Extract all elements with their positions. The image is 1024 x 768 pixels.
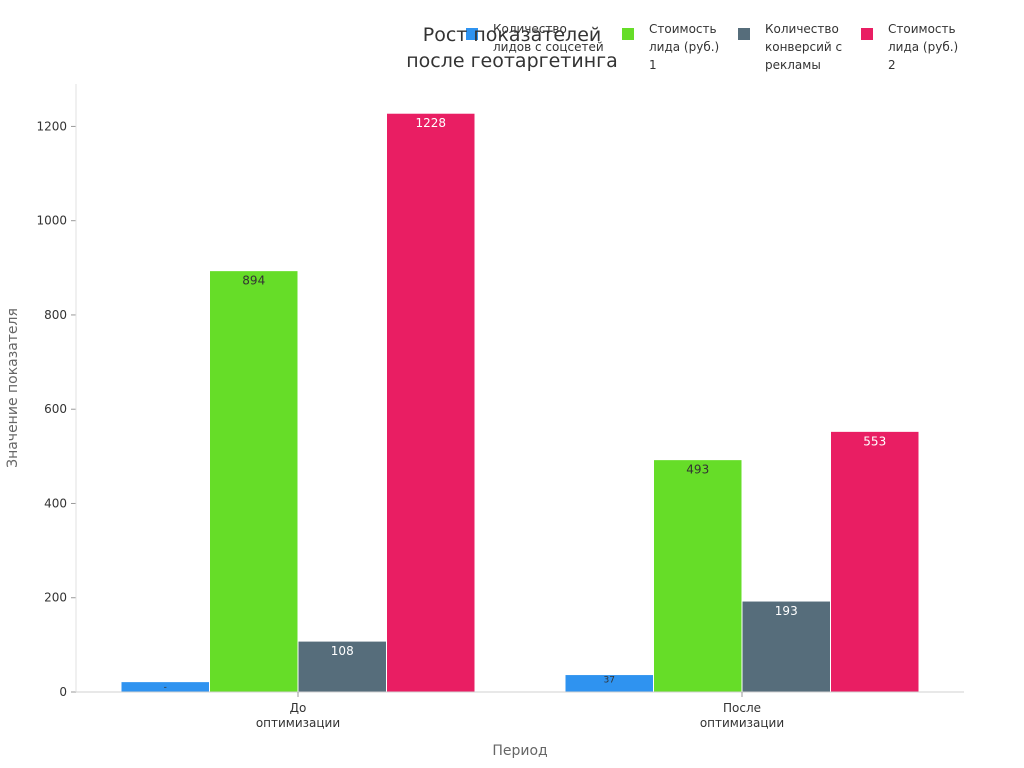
bar-value-label: 37 [604,676,615,686]
x-tick-label: После [723,701,761,715]
legend-label: Стоимость лида (руб.) 1 [649,22,720,72]
y-axis-title: Значение показателя [5,308,21,468]
legend-label: Количество лидов с соцсетей [493,22,604,54]
bar-value-label: 553 [863,434,886,448]
legend-swatch [622,28,634,40]
x-axis-title: Период [492,743,547,759]
chart-title-line-1: Рост показателей [422,24,602,46]
bar[interactable] [653,459,743,693]
bar-value-label: - [164,683,167,693]
y-tick-label: 1000 [36,214,67,228]
legend-label: Стоимость лида (руб.) 2 [888,22,959,72]
bar[interactable] [297,640,387,693]
chart-title: Рост показателей после геотаргетинга [362,22,662,74]
legend-swatch [861,28,873,40]
bar-value-labels: - 894 108 1228 37 493 193 553 [164,116,887,692]
bar-value-label: 193 [775,604,798,618]
y-tick-label: 600 [44,402,67,416]
bar[interactable] [209,270,299,693]
bar[interactable] [830,430,920,693]
y-tick-label: 400 [44,496,67,510]
legend-label: Количество конверсий с рекламы [765,22,843,72]
chart-title-line-2: после геотаргетинга [406,50,618,72]
legend-swatch [466,28,478,40]
y-tick-label: 1200 [36,119,67,133]
bars [120,112,920,693]
y-tick-label: 800 [44,308,67,322]
x-tick-label: До [290,701,307,715]
y-tick-label: 0 [59,685,67,699]
bar-value-label: 894 [242,274,265,288]
x-tick-label: оптимизации [256,716,340,730]
x-tick-label: оптимизации [700,716,784,730]
bar[interactable] [741,600,831,693]
bar[interactable] [386,112,476,693]
y-tick-label: 200 [44,591,67,605]
legend-swatch [738,28,750,40]
bar-value-label: 108 [331,644,354,658]
bar-value-label: 493 [686,463,709,477]
y-axis-ticks: 0 200 400 600 800 1000 1200 [36,119,76,699]
bar-value-label: 1228 [415,116,446,130]
legend: Количество лидов с соцсетей Стоимость ли… [466,20,1006,80]
